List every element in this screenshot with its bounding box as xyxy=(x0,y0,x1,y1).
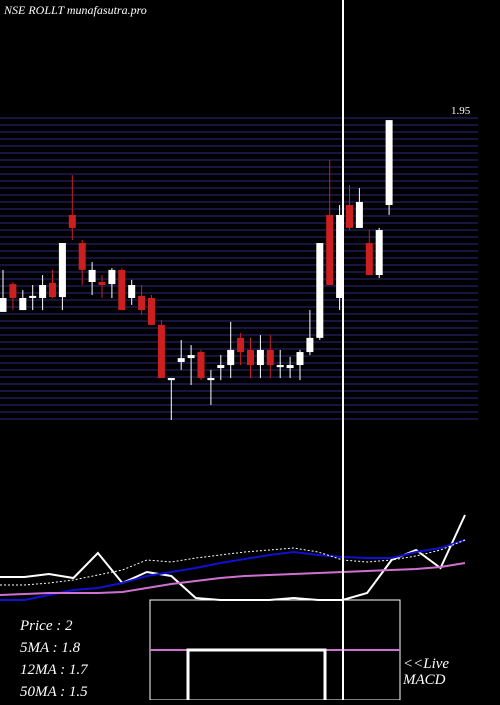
candle-body xyxy=(177,358,185,363)
candles xyxy=(0,120,393,420)
candle-body xyxy=(237,337,245,353)
candle-body xyxy=(375,230,383,276)
stats: Price : 2 5MA : 1.8 12MA : 1.7 50MA : 1.5 xyxy=(19,618,89,700)
candle-body xyxy=(316,243,324,338)
chart-title: NSE ROLLT munafasutra.pro xyxy=(3,3,147,17)
candle-body xyxy=(118,269,126,311)
candle-body xyxy=(247,349,254,366)
candle-body xyxy=(326,214,334,286)
candle-body xyxy=(128,285,136,298)
candle-body xyxy=(385,120,393,205)
candle-body xyxy=(256,349,264,366)
y-tick-label: 1.95 xyxy=(451,105,471,117)
stat-label: 12MA : 1.7 xyxy=(20,662,89,678)
candle-body xyxy=(39,285,47,298)
candle-body xyxy=(88,269,96,282)
candle-body xyxy=(58,243,66,298)
candle-body xyxy=(108,269,116,285)
candle-body xyxy=(355,201,363,228)
candle-body xyxy=(49,282,56,298)
candle-body xyxy=(346,204,353,228)
candle-body xyxy=(365,243,373,276)
candle-body xyxy=(276,365,284,368)
candle-body xyxy=(9,284,17,298)
grid xyxy=(0,117,478,420)
stat-label: 5MA : 1.8 xyxy=(20,640,81,656)
candle-body xyxy=(197,352,205,379)
candle-body xyxy=(19,297,27,311)
candle-body xyxy=(286,365,294,369)
candle-body xyxy=(148,297,155,325)
stat-label: 50MA : 1.5 xyxy=(20,684,88,700)
candle-body xyxy=(187,355,195,359)
candle-body xyxy=(306,337,314,353)
macd-label: MACD xyxy=(402,672,446,688)
candle-body xyxy=(157,324,165,379)
macd-label: <<Live xyxy=(403,656,449,672)
candle-body xyxy=(227,349,235,366)
candle-body xyxy=(167,378,175,381)
indicator-panel xyxy=(0,514,466,601)
stat-label: Price : 2 xyxy=(19,618,73,634)
candle-body xyxy=(296,352,304,366)
candle-body xyxy=(217,365,225,369)
candle-body xyxy=(29,295,37,298)
candle-body xyxy=(98,281,106,286)
candle-body xyxy=(336,214,344,298)
candle-body xyxy=(78,243,86,270)
candle-body xyxy=(266,349,274,366)
candle-body xyxy=(68,214,76,228)
indicator-line xyxy=(0,562,466,596)
macd-histogram xyxy=(186,648,327,700)
indicator-line xyxy=(0,539,466,601)
indicator-line xyxy=(0,539,466,586)
candle-body xyxy=(0,297,7,312)
candle-body xyxy=(138,295,146,311)
candle-body xyxy=(207,378,215,381)
